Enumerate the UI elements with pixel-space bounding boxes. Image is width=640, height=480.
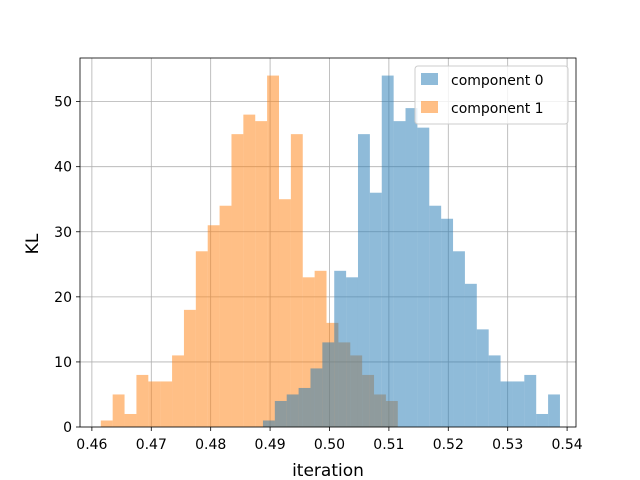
bar-component-1: [172, 355, 184, 427]
bar-component-1: [255, 121, 268, 427]
bar-component-0: [369, 192, 382, 427]
bar-component-1: [267, 75, 279, 428]
bar-component-0: [453, 251, 465, 427]
bar-component-0: [346, 277, 358, 427]
bar-component-0: [381, 75, 394, 428]
y-axis-label: KL: [23, 233, 43, 254]
x-tick-label: 0.50: [314, 437, 345, 453]
bar-component-1: [290, 134, 303, 427]
bar-component-0: [405, 108, 418, 427]
y-tick-label: 50: [54, 95, 72, 111]
bars: [100, 75, 560, 428]
x-tick-label: 0.49: [254, 437, 285, 453]
bar-component-0: [274, 400, 287, 427]
bar-component-0: [429, 205, 442, 427]
y-tick-label: 0: [63, 420, 72, 436]
legend-swatch-component-1: [421, 101, 438, 113]
ticks: 0.46 0.47 0.48 0.49 0.50 0.51 0.52 0.53 0.54 0 10 2…: [54, 95, 583, 453]
bar-component-1: [160, 381, 173, 427]
x-tick-label: 0.53: [492, 437, 523, 453]
bar-component-1: [183, 309, 196, 427]
y-tick-label: 40: [54, 160, 72, 176]
legend-swatch-component-0: [421, 73, 438, 85]
bar-component-1: [136, 374, 149, 427]
legend-label-component-1: component 1: [451, 101, 544, 117]
x-tick-label: 0.54: [552, 437, 583, 453]
bar-component-0: [417, 127, 430, 427]
bar-component-1: [207, 225, 220, 427]
bar-component-1: [195, 251, 208, 427]
bar-component-1: [148, 381, 161, 427]
bar-component-1: [302, 277, 315, 427]
bar-component-0: [298, 387, 311, 427]
legend: component 0 component 1: [414, 65, 569, 125]
bar-component-1: [100, 420, 113, 427]
bar-component-0: [488, 355, 501, 427]
bar-component-0: [322, 342, 335, 427]
y-tick-label: 20: [54, 290, 72, 306]
bar-component-0: [310, 368, 323, 427]
bar-component-1: [124, 413, 137, 427]
bar-component-0: [464, 283, 477, 427]
bar-component-0: [334, 270, 347, 427]
x-tick-label: 0.48: [195, 437, 226, 453]
bar-component-0: [500, 381, 513, 427]
bar-component-0: [286, 394, 299, 427]
bar-component-1: [243, 114, 256, 427]
legend-frame: [414, 65, 569, 125]
bar-component-0: [357, 134, 370, 427]
x-tick-label: 0.47: [136, 437, 167, 453]
bar-component-0: [476, 329, 489, 427]
bar-component-0: [512, 381, 525, 427]
legend-label-component-0: component 0: [451, 73, 544, 89]
bar-component-1: [219, 205, 232, 427]
bar-component-1: [231, 134, 244, 427]
y-tick-label: 30: [54, 225, 72, 241]
x-tick-label: 0.46: [76, 437, 107, 453]
bar-component-0: [548, 394, 560, 427]
bar-component-1: [112, 394, 125, 427]
bar-component-0: [262, 420, 275, 427]
bar-component-0: [536, 413, 549, 427]
bar-component-1: [314, 270, 327, 427]
x-tick-label: 0.52: [433, 437, 464, 453]
bar-component-0: [524, 374, 537, 427]
x-tick-label: 0.51: [373, 437, 404, 453]
axes-frame: [79, 57, 577, 428]
y-tick-label: 10: [54, 355, 72, 371]
bar-component-1: [278, 199, 291, 427]
bar-component-0: [441, 218, 454, 427]
axes: [79, 57, 577, 428]
bar-component-0: [393, 121, 406, 427]
x-axis-label: iteration: [292, 461, 364, 480]
